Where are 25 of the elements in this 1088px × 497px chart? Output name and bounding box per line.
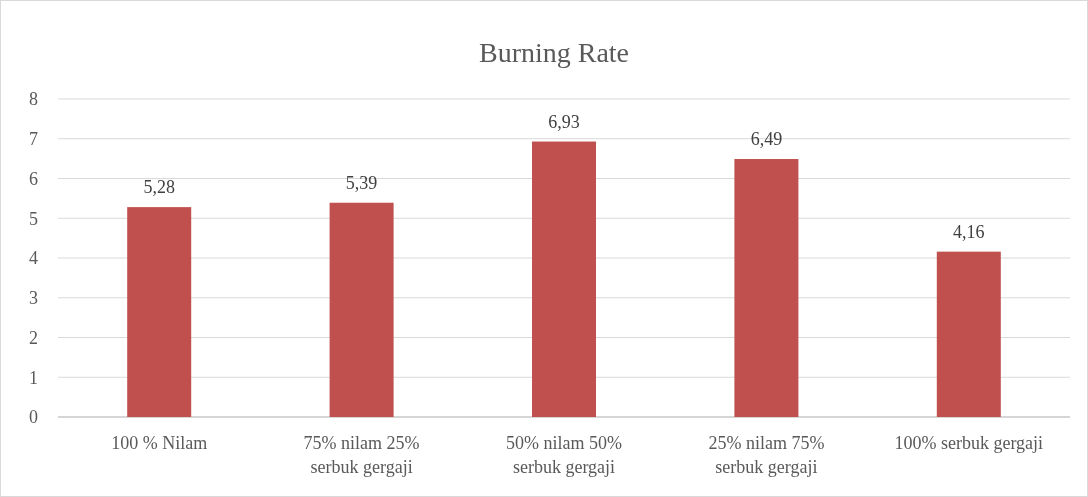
bar bbox=[734, 159, 799, 417]
y-tick-label: 1 bbox=[29, 367, 38, 388]
data-label: 4,16 bbox=[953, 221, 985, 242]
data-label: 6,49 bbox=[750, 129, 783, 150]
y-tick-label: 8 bbox=[29, 89, 38, 110]
y-tick-label: 5 bbox=[29, 208, 38, 229]
bar bbox=[127, 207, 192, 417]
bar bbox=[329, 202, 394, 417]
bar bbox=[532, 141, 596, 417]
y-tick-label: 2 bbox=[29, 327, 38, 348]
data-label: 5,28 bbox=[143, 177, 175, 198]
x-tick-label: 25% nilam 75% serbuk gergaji bbox=[708, 433, 825, 477]
data-label: 6,93 bbox=[548, 111, 580, 132]
y-tick-label: 4 bbox=[29, 248, 38, 269]
chart-title: Burning Rate bbox=[478, 37, 630, 68]
x-tick-label: 50% nilam 50% serbuk gergaji bbox=[506, 433, 622, 477]
y-tick-label: 7 bbox=[29, 129, 38, 150]
x-tick-label: 75% nilam 25% serbuk gergaji bbox=[303, 433, 420, 477]
x-tick-label: 100% serbuk gergaji bbox=[894, 433, 1044, 453]
data-label: 5,39 bbox=[345, 172, 378, 193]
y-tick-label: 0 bbox=[29, 407, 38, 428]
y-tick-label: 6 bbox=[29, 168, 38, 189]
y-tick-label: 3 bbox=[29, 288, 38, 309]
bar bbox=[936, 251, 1001, 417]
x-tick-label: 100 % Nilam bbox=[111, 433, 208, 453]
